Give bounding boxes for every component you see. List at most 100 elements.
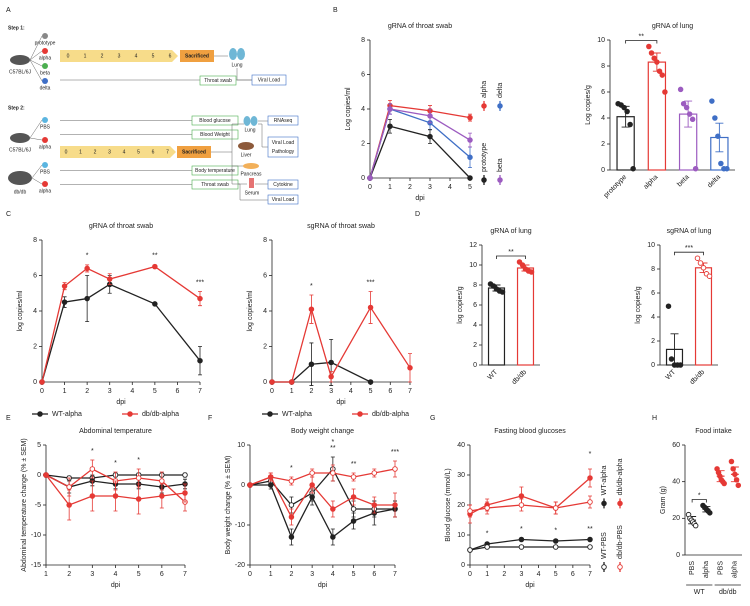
legend-label: delta <box>497 83 504 98</box>
data-point <box>715 133 721 139</box>
group-label: WT <box>694 589 706 596</box>
data-point <box>689 116 696 123</box>
x-tick-label: 0 <box>40 388 44 395</box>
significance: ** <box>639 33 645 40</box>
data-point <box>680 100 687 107</box>
timeline-arrow <box>60 146 176 158</box>
y-axis-label: log copies/g <box>635 286 642 323</box>
data-point <box>330 506 336 512</box>
sacrificed: Sacrificed <box>182 149 206 155</box>
treatment: alpha <box>39 144 51 150</box>
series-line <box>272 361 371 383</box>
data-point <box>328 373 334 380</box>
output-box <box>267 136 299 158</box>
y-tick-label: 0 <box>473 362 477 369</box>
legend-marker <box>617 564 623 570</box>
x-tick-label: delta <box>706 174 722 190</box>
panel-label: G <box>430 415 435 422</box>
data-point <box>694 255 701 261</box>
x-tick-label: 2 <box>502 571 506 578</box>
x-tick-label: WT <box>487 368 500 381</box>
chart-title: gRNA of lung <box>490 228 531 235</box>
day: 6 <box>169 53 172 59</box>
data-point <box>159 478 165 484</box>
data-point <box>309 482 315 488</box>
data-point <box>677 362 684 368</box>
x-tick-label: 6 <box>175 388 179 395</box>
connector <box>29 35 43 82</box>
y-tick-label: -15 <box>31 562 41 569</box>
output-box <box>267 194 299 205</box>
strain: db/db <box>14 189 27 195</box>
data-point <box>330 470 336 476</box>
y-tick-label: -20 <box>235 562 245 569</box>
significance-bracket <box>674 251 704 256</box>
data-point <box>662 89 668 95</box>
variant: alpha <box>39 55 51 61</box>
y-tick-label: 0 <box>37 472 41 479</box>
x-tick-label: 4 <box>114 571 118 578</box>
y-tick-label: 4 <box>473 322 477 329</box>
x-tick-label: 3 <box>329 388 333 395</box>
y-tick-label: 6 <box>361 71 365 78</box>
significance: * <box>290 465 293 472</box>
legend-label: db/db-alpha <box>142 411 179 418</box>
diagram: Step 1: C57BL/6J prototype alpha beta de… <box>8 25 299 205</box>
y-tick-label: 0 <box>263 379 267 386</box>
data-point <box>288 502 295 508</box>
measure-box <box>191 129 239 140</box>
series-line <box>41 265 201 383</box>
x-axis-label: dpi <box>111 582 121 589</box>
legend-marker <box>481 177 487 183</box>
significance: * <box>486 530 489 537</box>
connector <box>60 120 192 185</box>
organ: Liver <box>241 152 252 158</box>
x-tick-label: 6 <box>372 571 376 578</box>
strain: C57BL/6J <box>9 147 31 153</box>
data-point <box>659 72 665 78</box>
x-tick-label: 3 <box>90 571 94 578</box>
x-tick-label: 5 <box>153 388 157 395</box>
sacrificed: Sacrificed <box>185 53 209 59</box>
data-point <box>692 165 699 172</box>
data-point <box>552 544 559 550</box>
chart-title: gRNA of throat swab <box>388 23 452 30</box>
x-tick-label: db/db <box>511 369 528 386</box>
data-point <box>89 466 96 472</box>
y-tick-label: 6 <box>33 272 37 279</box>
x-tick-label: 3 <box>428 184 432 191</box>
significance: * <box>554 527 557 534</box>
variant: delta <box>40 85 51 91</box>
legend-label: alpha <box>481 81 488 98</box>
data-point <box>288 514 295 520</box>
significance: ** <box>351 461 357 468</box>
data-point <box>350 518 357 524</box>
chart-title: gRNA of throat swab <box>89 223 153 230</box>
y-tick-label: 8 <box>473 282 477 289</box>
x-tick-label: 2 <box>67 571 71 578</box>
x-tick-label: 7 <box>183 571 187 578</box>
y-tick-label: -5 <box>35 502 41 509</box>
legend-label: WT-alpha <box>282 411 312 418</box>
data-point <box>692 522 699 529</box>
data-point <box>182 490 188 496</box>
y-tick-label: 2 <box>33 343 37 350</box>
significance: ** <box>152 253 158 260</box>
day: 0 <box>65 149 68 155</box>
y-tick-label: 2 <box>651 338 655 345</box>
x-tick-label: 3 <box>519 571 523 578</box>
x-tick-label: 4 <box>349 388 353 395</box>
x-tick-label: PBS <box>717 561 724 575</box>
x-tick-label: 6 <box>571 571 575 578</box>
legend-label: db/db-alpha <box>617 458 624 495</box>
data-point <box>387 106 393 112</box>
x-axis-label: dpi <box>318 582 328 589</box>
data-point <box>159 493 165 499</box>
y-axis-label: Log copies/g <box>585 85 592 125</box>
data-point <box>518 502 525 508</box>
y-axis-label: Gram (g) <box>660 486 667 514</box>
significance: * <box>331 439 334 446</box>
panel-label: D <box>415 211 420 218</box>
data-point <box>651 55 657 61</box>
data-point <box>467 154 473 161</box>
